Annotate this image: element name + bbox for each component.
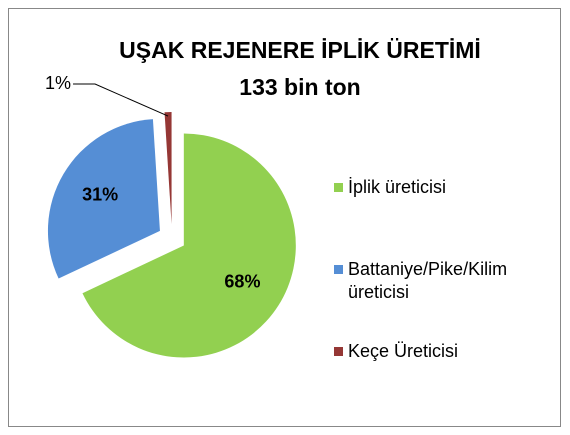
data-label: 68% bbox=[224, 271, 260, 291]
legend-label: İplik üreticisi bbox=[348, 177, 447, 197]
legend-swatch bbox=[334, 265, 343, 274]
data-label: 31% bbox=[82, 184, 118, 204]
data-label: 1% bbox=[45, 73, 71, 93]
pie-slice bbox=[164, 112, 172, 225]
leader-line bbox=[73, 83, 169, 117]
pie-slice bbox=[82, 133, 296, 358]
legend-swatch bbox=[334, 183, 343, 192]
legend-label: Battaniye/Pike/Kilim üreticisi bbox=[348, 259, 508, 302]
chart-subtitle: 133 bin ton bbox=[239, 74, 360, 100]
pie-slice bbox=[47, 119, 160, 279]
legend-swatch bbox=[334, 347, 343, 356]
chart-title: UŞAK REJENERE İPLİK ÜRETİMİ bbox=[119, 37, 481, 63]
legend-label: Keçe Üreticisi bbox=[348, 341, 459, 361]
